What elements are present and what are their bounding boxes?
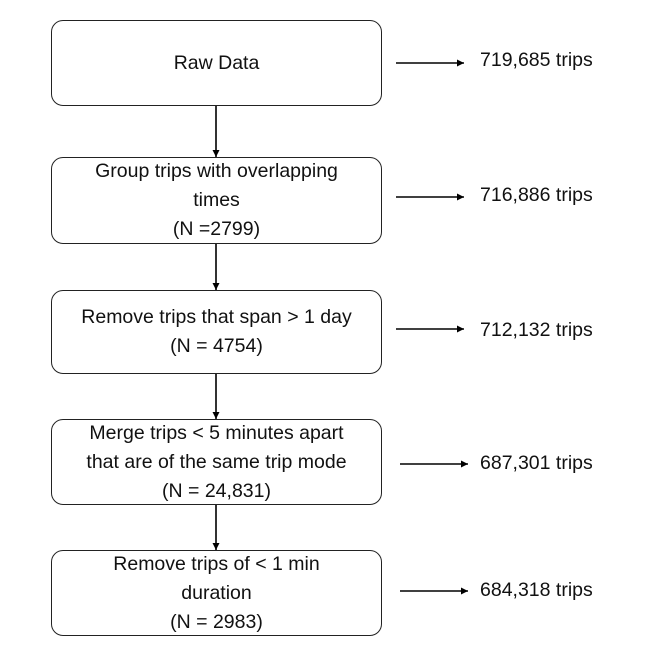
step-4-line-1: Merge trips < 5 minutes apart — [89, 421, 344, 444]
step-2-line-2: times — [193, 189, 240, 211]
step-4-line-3: (N = 24,831) — [162, 479, 271, 502]
trip-count-remove-short: 684,318 trips — [480, 579, 593, 601]
step-box-remove-span: Remove trips that span > 1 day (N = 4754… — [51, 290, 382, 374]
step-5-line-1: Remove trips of < 1 min — [113, 552, 320, 575]
step-5-line-2: duration — [181, 581, 252, 604]
step-3-line-1: Remove trips that span > 1 day — [81, 306, 352, 328]
step-box-raw-data: Raw Data — [51, 20, 382, 106]
trip-count-raw-data: 719,685 trips — [480, 49, 593, 71]
step-2-line-1: Group trips with overlapping — [95, 160, 338, 182]
trip-count-merge-trips: 687,301 trips — [480, 452, 593, 474]
trip-count-remove-span: 712,132 trips — [480, 319, 593, 341]
step-5-line-3: (N = 2983) — [170, 610, 263, 633]
step-box-group-overlapping: Group trips with overlapping times (N =2… — [51, 157, 382, 244]
trip-count-group-overlapping: 716,886 trips — [480, 184, 593, 206]
step-2-line-3: (N =2799) — [172, 218, 261, 240]
step-3-line-2: (N = 4754) — [170, 335, 263, 357]
step-4-line-2: that are of the same trip mode — [86, 450, 347, 473]
step-box-merge-trips: Merge trips < 5 minutes apart that are o… — [51, 419, 382, 505]
step-box-remove-short: Remove trips of < 1 min duration (N = 29… — [51, 550, 382, 636]
step-1-line-1: Raw Data — [173, 51, 260, 74]
